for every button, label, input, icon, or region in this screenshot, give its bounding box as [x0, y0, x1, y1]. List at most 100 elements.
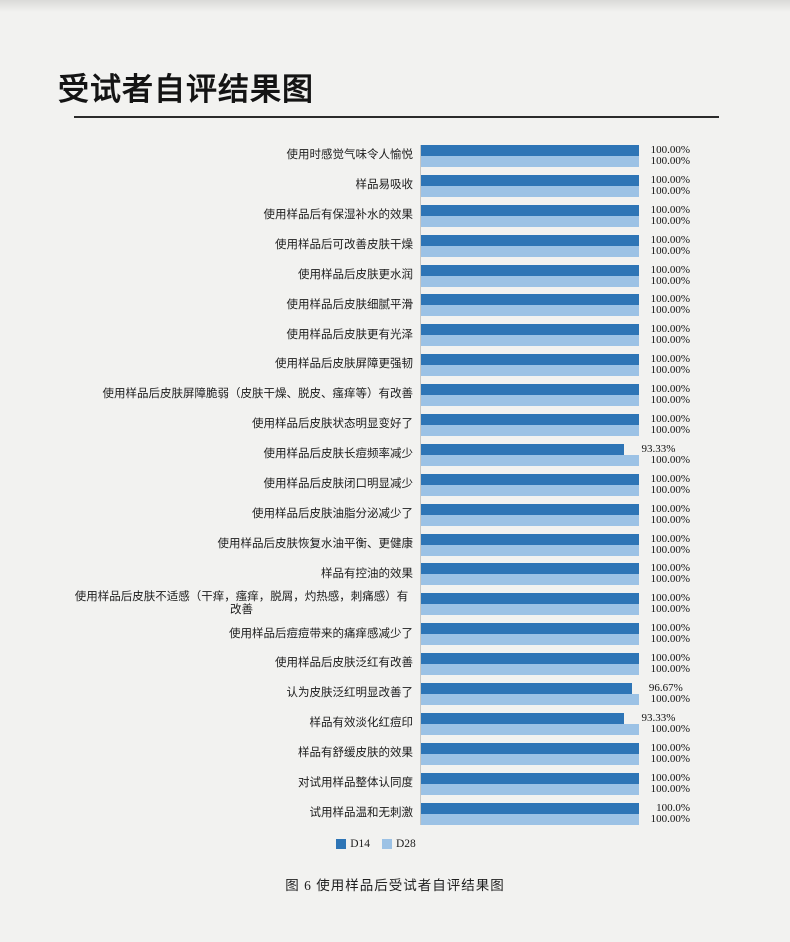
bar-line-d14: 100.00%: [421, 414, 690, 426]
bar-value-label: 100.00%: [650, 502, 690, 515]
bar-value-label: 100.00%: [650, 263, 690, 276]
chart-row: 对试用样品整体认同度 100.00% 100.00%: [70, 772, 770, 795]
category-label: 试用样品温和无刺激: [309, 806, 414, 819]
bar-line-d14: 100.00%: [421, 354, 690, 366]
chart-row: 使用时感觉气味令人愉悦 100.00% 100.00%: [70, 145, 770, 167]
bar-value-label: 100.00%: [650, 752, 690, 765]
bar-line-d28: 100.00%: [421, 484, 690, 496]
bar-line-d28: 100.00%: [421, 783, 690, 795]
bar-d14: [421, 174, 639, 186]
bar-value-label: 100.00%: [650, 383, 690, 396]
bar-line-d14: 100.00%: [421, 533, 690, 545]
category-label: 使用样品后可改善皮肤干燥: [275, 238, 413, 251]
bar-d28: [421, 245, 639, 257]
bar-line-d14: 100.00%: [421, 234, 690, 246]
bar-line-d14: 93.33%: [421, 712, 675, 724]
bar-value-label: 100.00%: [650, 483, 690, 496]
bar-d14: [421, 234, 639, 246]
bar-group: 100.00% 100.00%: [420, 324, 690, 347]
bar-d28: [421, 694, 639, 706]
bar-group: 100.00% 100.00%: [420, 623, 690, 646]
bar-line-d14: 100.00%: [421, 145, 690, 156]
bar-d14: [421, 593, 639, 605]
bar-value-label: 100.00%: [650, 603, 690, 616]
bar-group: 100.00% 100.00%: [420, 653, 690, 676]
bar-d28: [421, 454, 639, 466]
bar-value-label: 100.00%: [650, 274, 690, 287]
bar-line-d28: 100.00%: [421, 305, 690, 317]
category-label: 样品有效淡化红痘印: [309, 717, 414, 730]
chart-row: 使用样品后皮肤长痘频率减少 93.33% 100.00%: [70, 443, 770, 466]
bar-line-d28: 100.00%: [421, 365, 690, 377]
legend-swatch-icon: [382, 839, 392, 849]
chart-row: 使用样品后皮肤屏障更强韧 100.00% 100.00%: [70, 354, 770, 377]
bar-d28: [421, 425, 639, 437]
bar-d14: [421, 443, 625, 455]
chart-row: 使用样品后皮肤状态明显变好了 100.00% 100.00%: [70, 414, 770, 437]
bar-d14: [421, 384, 639, 396]
bar-value-label: 100.00%: [650, 722, 690, 735]
bar-value-label: 100.00%: [650, 693, 690, 706]
bar-line-d14: 100.00%: [421, 623, 690, 635]
bar-value-label: 100.00%: [650, 812, 690, 825]
category-label: 使用样品后皮肤屏障更强韧: [275, 358, 413, 371]
bar-line-d14: 96.67%: [421, 683, 683, 695]
bar-line-d28: 100.00%: [421, 275, 690, 287]
bar-value-label: 100.00%: [650, 663, 690, 676]
category-label: 使用样品后皮肤恢复水油平衡、更健康: [217, 537, 414, 550]
bar-value-label: 100.0%: [656, 801, 690, 814]
bar-group: 100.00% 100.00%: [420, 264, 690, 287]
bar-group: 100.00% 100.00%: [420, 772, 690, 795]
chart-rows: 使用时感觉气味令人愉悦 100.00% 100.00% 样品易吸收 100.00% 100…: [70, 145, 770, 825]
bar-value-label: 100.00%: [650, 334, 690, 347]
bar-line-d28: 100.00%: [421, 694, 690, 706]
bar-d14: [421, 294, 639, 306]
bar-line-d14: 100.00%: [421, 653, 690, 665]
bar-d14: [421, 712, 625, 724]
chart-row: 使用样品后皮肤泛红有改善 100.00% 100.00%: [70, 653, 770, 676]
chart-row: 使用样品后皮肤油脂分泌减少了 100.00% 100.00%: [70, 502, 770, 526]
bar-line-d28: 100.00%: [421, 723, 690, 735]
bar-d28: [421, 634, 639, 646]
bar-d14: [421, 653, 639, 665]
chart-row: 使用样品后皮肤屏障脆弱（皮肤干燥、脱皮、瘙痒等）有改善 100.00% 100.00…: [70, 383, 770, 407]
bar-d14: [421, 742, 639, 754]
bar-line-d28: 100.00%: [421, 664, 690, 676]
bar-line-d28: 100.00%: [421, 634, 690, 646]
bar-line-d14: 100.00%: [421, 772, 690, 784]
bar-value-label: 100.00%: [650, 782, 690, 795]
bar-line-d14: 100.00%: [421, 742, 690, 754]
category-label: 使用样品后皮肤更有光泽: [286, 328, 414, 341]
bar-line-d14: 100.0%: [421, 802, 690, 814]
title-divider: [74, 116, 719, 118]
bar-value-label: 100.00%: [650, 573, 690, 586]
chart-row: 使用样品后皮肤细腻平滑 100.00% 100.00%: [70, 293, 770, 317]
legend-label: D28: [396, 838, 416, 850]
category-label: 使用样品后皮肤状态明显变好了: [252, 418, 413, 431]
bar-line-d14: 100.00%: [421, 473, 690, 485]
bar-d28: [421, 604, 639, 616]
bar-value-label: 100.00%: [650, 472, 690, 485]
category-label: 样品有舒缓皮肤的效果: [298, 747, 413, 760]
bar-value-label: 100.00%: [650, 155, 690, 167]
bar-group: 93.33% 100.00%: [420, 443, 690, 466]
bar-d14: [421, 473, 639, 485]
chart-row: 样品有舒缓皮肤的效果 100.00% 100.00%: [70, 742, 770, 765]
bar-line-d14: 100.00%: [421, 593, 690, 605]
bar-value-label: 100.00%: [650, 293, 690, 306]
category-label: 使用样品后皮肤油脂分泌减少了: [252, 507, 413, 520]
category-label: 使用样品后皮肤泛红有改善: [275, 657, 413, 670]
page-title: 受试者自评结果图: [58, 72, 314, 107]
bar-d28: [421, 664, 639, 676]
bar-d14: [421, 623, 639, 635]
bar-value-label: 100.00%: [650, 543, 690, 556]
bar-line-d28: 100.00%: [421, 335, 690, 347]
bar-d28: [421, 305, 639, 317]
bar-line-d14: 100.00%: [421, 174, 690, 186]
bar-group: 100.00% 100.00%: [420, 174, 690, 197]
bar-value-label: 100.00%: [650, 323, 690, 336]
bar-group: 93.33% 100.00%: [420, 712, 690, 735]
category-label: 对试用样品整体认同度: [298, 776, 413, 789]
bar-d14: [421, 683, 632, 695]
